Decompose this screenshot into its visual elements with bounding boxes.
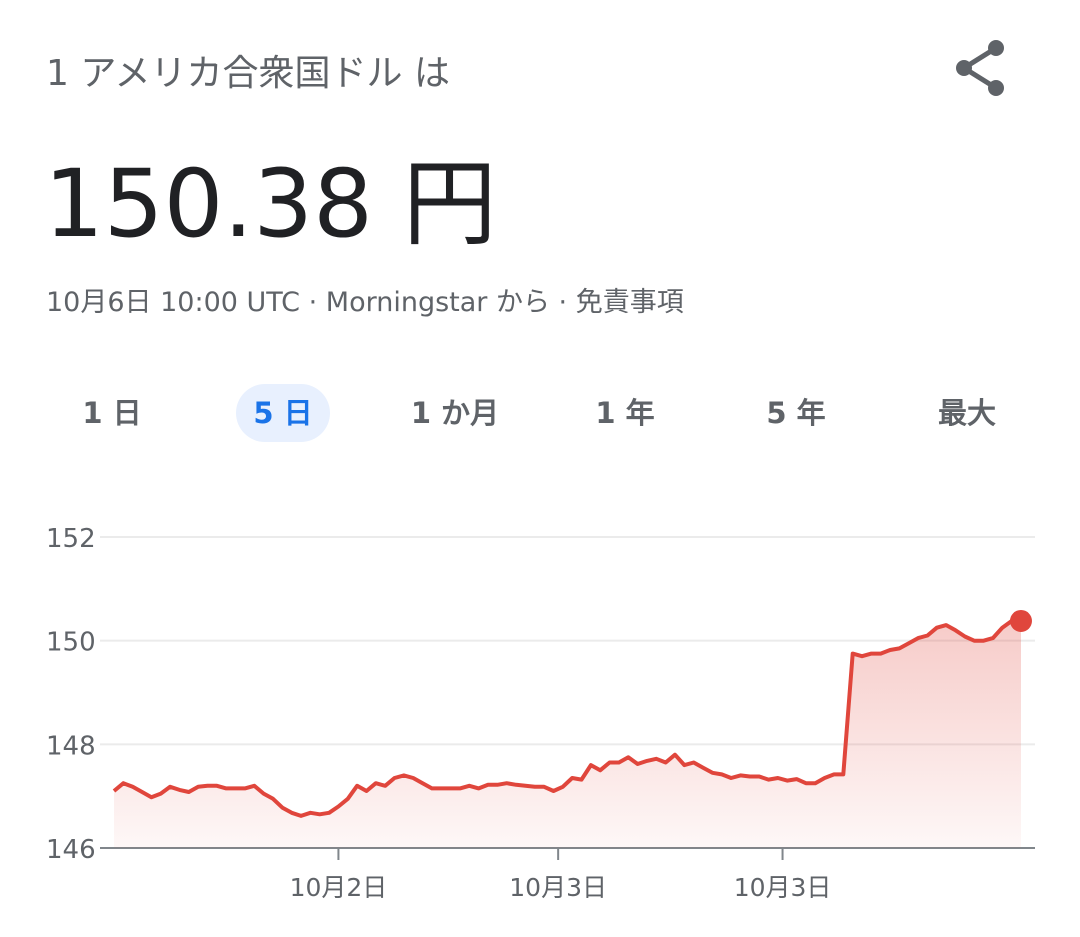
y-tick-label: 146	[46, 835, 96, 865]
range-tab[interactable]: 1 か月	[410, 396, 500, 430]
share-glyph	[956, 40, 1004, 96]
x-tick-label: 10月2日	[290, 873, 388, 902]
range-tab[interactable]: 1 年	[595, 396, 655, 430]
y-tick-label: 148	[46, 731, 96, 761]
share-icon[interactable]	[952, 38, 1012, 98]
range-tab[interactable]: 1 日	[82, 396, 142, 430]
range-tab[interactable]: 最大	[937, 396, 996, 430]
last-point	[1009, 609, 1032, 632]
rate-value: 150.38 円	[44, 150, 497, 259]
range-tab[interactable]: 5 日	[236, 384, 330, 442]
title: 1 アメリカ合衆国ドル は	[46, 53, 450, 94]
x-tick-label: 10月3日	[734, 873, 832, 902]
range-tab[interactable]: 5 年	[766, 396, 826, 430]
area	[114, 621, 1021, 848]
y-tick-label: 150	[46, 628, 96, 658]
subtitle: 10月6日 10:00 UTC · Morningstar から · 免責事項	[46, 287, 684, 318]
x-tick-label: 10月3日	[509, 873, 607, 902]
chart: 146 148 150 152 10月2日 10月3日 10月3日	[46, 524, 1035, 902]
price-line	[112, 619, 1021, 818]
y-tick-label: 152	[46, 524, 96, 554]
